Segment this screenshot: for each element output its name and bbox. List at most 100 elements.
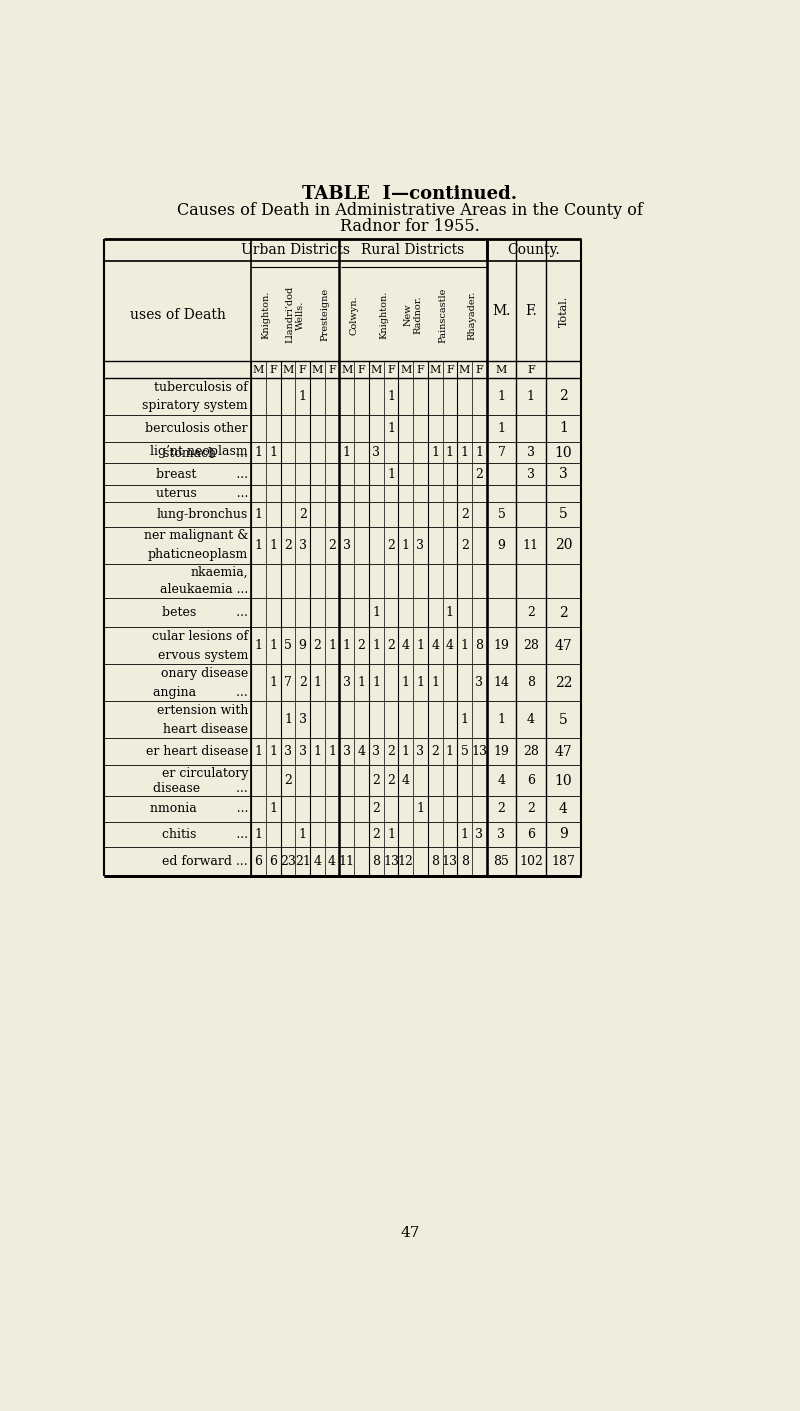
Text: 1: 1 bbox=[358, 676, 366, 690]
Text: Total.: Total. bbox=[558, 295, 569, 326]
Text: M: M bbox=[400, 364, 411, 374]
Text: lig’nt neoplasm: lig’nt neoplasm bbox=[150, 444, 248, 459]
Text: tuberculosis of: tuberculosis of bbox=[154, 381, 248, 394]
Text: 2: 2 bbox=[372, 828, 380, 841]
Text: 22: 22 bbox=[554, 676, 572, 690]
Text: 2: 2 bbox=[559, 389, 568, 404]
Text: New
Radnor.: New Radnor. bbox=[403, 295, 422, 334]
Text: 1: 1 bbox=[270, 446, 278, 459]
Text: 3: 3 bbox=[343, 676, 351, 690]
Text: lung-bronchus: lung-bronchus bbox=[157, 508, 248, 521]
Text: Urban Districts: Urban Districts bbox=[241, 243, 350, 257]
Text: 1: 1 bbox=[328, 639, 336, 652]
Text: Rural Districts: Rural Districts bbox=[362, 243, 465, 257]
Text: 1: 1 bbox=[254, 745, 262, 758]
Text: 3: 3 bbox=[475, 676, 483, 690]
Text: nmonia          ...: nmonia ... bbox=[150, 803, 248, 816]
Text: 2: 2 bbox=[372, 775, 380, 787]
Text: 1: 1 bbox=[254, 539, 262, 552]
Text: 2: 2 bbox=[498, 803, 506, 816]
Text: 2: 2 bbox=[328, 539, 336, 552]
Text: County.: County. bbox=[508, 243, 560, 257]
Text: 4: 4 bbox=[527, 714, 535, 727]
Text: 2: 2 bbox=[298, 508, 306, 521]
Text: F: F bbox=[475, 364, 483, 374]
Text: 4: 4 bbox=[358, 745, 366, 758]
Text: 1: 1 bbox=[461, 828, 469, 841]
Text: 21: 21 bbox=[294, 855, 310, 868]
Text: F: F bbox=[446, 364, 454, 374]
Text: 5: 5 bbox=[498, 508, 506, 521]
Text: 6: 6 bbox=[527, 828, 535, 841]
Text: 3: 3 bbox=[284, 745, 292, 758]
Text: 1: 1 bbox=[270, 539, 278, 552]
Text: angina          ...: angina ... bbox=[154, 686, 248, 698]
Text: 1: 1 bbox=[298, 828, 306, 841]
Text: 5: 5 bbox=[559, 713, 568, 727]
Text: 1: 1 bbox=[498, 714, 506, 727]
Text: F.: F. bbox=[525, 303, 537, 317]
Text: 47: 47 bbox=[554, 639, 572, 653]
Text: berculosis other: berculosis other bbox=[146, 422, 248, 435]
Text: 3: 3 bbox=[343, 745, 351, 758]
Text: 1: 1 bbox=[527, 389, 535, 404]
Text: 1: 1 bbox=[417, 676, 425, 690]
Text: 3: 3 bbox=[559, 467, 568, 481]
Text: 4: 4 bbox=[402, 639, 410, 652]
Text: 3: 3 bbox=[298, 539, 306, 552]
Text: ertension with: ertension with bbox=[157, 704, 248, 717]
Text: 9: 9 bbox=[559, 827, 568, 841]
Text: nkaemia,: nkaemia, bbox=[190, 566, 248, 579]
Text: onary disease: onary disease bbox=[161, 667, 248, 680]
Text: 1: 1 bbox=[431, 676, 439, 690]
Text: 19: 19 bbox=[494, 745, 510, 758]
Text: 13: 13 bbox=[442, 855, 458, 868]
Text: ner malignant &: ner malignant & bbox=[144, 529, 248, 542]
Text: 3: 3 bbox=[498, 828, 506, 841]
Text: 11: 11 bbox=[339, 855, 355, 868]
Text: M: M bbox=[430, 364, 441, 374]
Text: 2: 2 bbox=[372, 803, 380, 816]
Text: 6: 6 bbox=[527, 775, 535, 787]
Text: 5: 5 bbox=[559, 508, 568, 521]
Text: 187: 187 bbox=[551, 855, 575, 868]
Text: 1: 1 bbox=[417, 803, 425, 816]
Text: spiratory system: spiratory system bbox=[142, 399, 248, 412]
Text: 8: 8 bbox=[461, 855, 469, 868]
Text: 1: 1 bbox=[284, 714, 292, 727]
Text: 3: 3 bbox=[417, 745, 425, 758]
Text: 10: 10 bbox=[554, 446, 572, 460]
Text: 7: 7 bbox=[498, 446, 506, 459]
Text: Causes of Death in Administrative Areas in the County of: Causes of Death in Administrative Areas … bbox=[177, 202, 643, 220]
Text: 1: 1 bbox=[270, 745, 278, 758]
Text: 1: 1 bbox=[475, 446, 483, 459]
Text: 12: 12 bbox=[398, 855, 414, 868]
Text: 1: 1 bbox=[417, 639, 425, 652]
Text: 1: 1 bbox=[387, 467, 395, 481]
Text: M: M bbox=[312, 364, 323, 374]
Text: betes          ...: betes ... bbox=[162, 607, 248, 619]
Text: er circulatory: er circulatory bbox=[162, 766, 248, 779]
Text: 8: 8 bbox=[475, 639, 483, 652]
Text: M.: M. bbox=[492, 303, 510, 317]
Text: 1: 1 bbox=[328, 745, 336, 758]
Text: 1: 1 bbox=[270, 803, 278, 816]
Text: uterus          ...: uterus ... bbox=[156, 487, 248, 499]
Text: 2: 2 bbox=[387, 639, 395, 652]
Text: ed forward ...: ed forward ... bbox=[162, 855, 248, 868]
Text: 1: 1 bbox=[254, 446, 262, 459]
Text: M: M bbox=[341, 364, 353, 374]
Text: 2: 2 bbox=[559, 605, 568, 619]
Text: phaticneoplasm: phaticneoplasm bbox=[148, 547, 248, 560]
Text: F: F bbox=[298, 364, 306, 374]
Text: 1: 1 bbox=[498, 389, 506, 404]
Text: 13: 13 bbox=[471, 745, 487, 758]
Text: M: M bbox=[459, 364, 470, 374]
Text: 1: 1 bbox=[402, 745, 410, 758]
Text: aleukaemia ...: aleukaemia ... bbox=[152, 583, 248, 595]
Text: M: M bbox=[370, 364, 382, 374]
Text: 2: 2 bbox=[431, 745, 439, 758]
Text: 1: 1 bbox=[254, 639, 262, 652]
Text: 47: 47 bbox=[400, 1226, 420, 1240]
Text: 1: 1 bbox=[298, 389, 306, 404]
